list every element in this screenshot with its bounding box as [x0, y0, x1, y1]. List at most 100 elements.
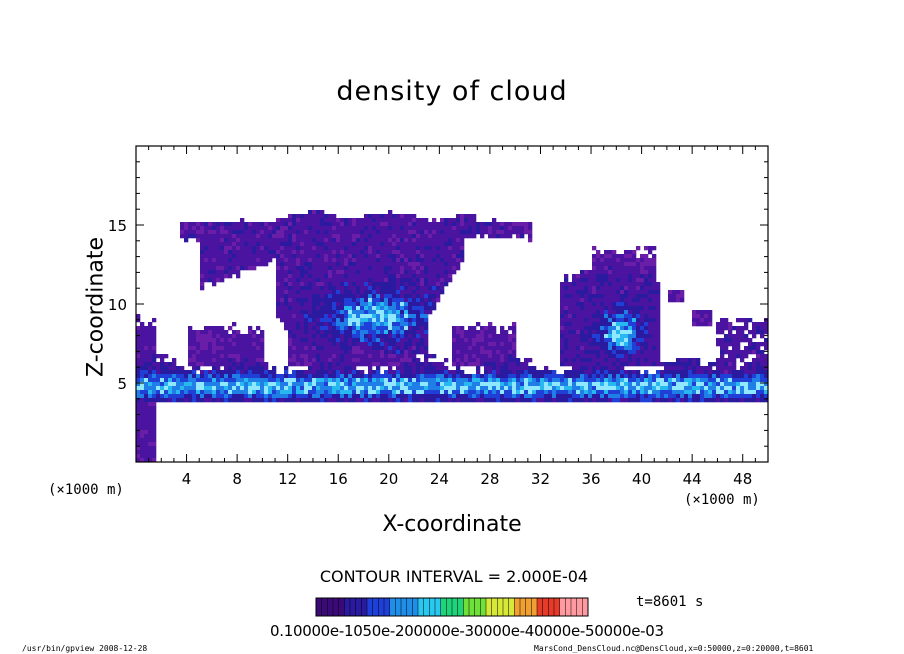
density-cell [280, 266, 285, 271]
colorbar-segment [355, 598, 362, 616]
density-cell [396, 270, 401, 275]
density-cell [448, 246, 453, 251]
density-cell [516, 374, 521, 379]
density-cell [656, 306, 661, 311]
density-cell [236, 330, 241, 335]
density-cell [608, 302, 613, 307]
density-cell [396, 314, 401, 319]
density-cell [316, 342, 321, 347]
density-cell [684, 378, 689, 383]
density-cell [488, 382, 493, 387]
density-cell [604, 394, 609, 399]
density-cell [408, 234, 413, 239]
density-cell [392, 278, 397, 283]
density-cell [404, 238, 409, 243]
density-cell [688, 382, 693, 387]
density-cell [600, 270, 605, 275]
density-cell [324, 306, 329, 311]
density-cell [672, 294, 677, 299]
density-cell [324, 326, 329, 331]
colorbar-segment [537, 598, 544, 616]
density-cell [408, 350, 413, 355]
density-cell [312, 346, 317, 351]
density-cell [604, 342, 609, 347]
density-cell [152, 442, 157, 447]
density-cell [152, 366, 157, 371]
density-cell [636, 282, 641, 287]
density-cell [328, 366, 333, 371]
density-cell [392, 310, 397, 315]
density-cell [660, 390, 665, 395]
density-cell [540, 394, 545, 399]
density-cell [428, 226, 433, 231]
density-cell [640, 266, 645, 271]
density-cell [268, 222, 273, 227]
density-cell [412, 346, 417, 351]
density-cell [316, 218, 321, 223]
density-cell [612, 394, 617, 399]
density-cell [604, 330, 609, 335]
density-cell [536, 386, 541, 391]
density-cell [428, 262, 433, 267]
density-cell [224, 366, 229, 371]
density-cell [500, 362, 505, 367]
density-cell [448, 226, 453, 231]
density-cell [560, 286, 565, 291]
density-cell [584, 378, 589, 383]
density-cell [324, 358, 329, 363]
density-cell [484, 226, 489, 231]
density-cell [356, 338, 361, 343]
density-cell [352, 310, 357, 315]
density-cell [368, 346, 373, 351]
density-cell [264, 398, 269, 403]
density-cell [612, 354, 617, 359]
density-cell [512, 226, 517, 231]
density-cell [380, 358, 385, 363]
density-cell [364, 282, 369, 287]
density-cell [572, 274, 577, 279]
density-cell [412, 218, 417, 223]
density-cell [272, 390, 277, 395]
density-cell [720, 382, 725, 387]
density-cell [360, 362, 365, 367]
density-cell [484, 354, 489, 359]
density-cell [232, 270, 237, 275]
density-cell [556, 378, 561, 383]
density-cell [276, 398, 281, 403]
density-cell [384, 310, 389, 315]
density-cell [340, 346, 345, 351]
density-cell [716, 330, 721, 335]
density-cell [564, 374, 569, 379]
density-cell [484, 350, 489, 355]
density-cell [240, 246, 245, 251]
x-tick-label: 28 [480, 470, 499, 488]
density-cell [376, 346, 381, 351]
density-cell [436, 382, 441, 387]
density-cell [312, 326, 317, 331]
density-cell [328, 294, 333, 299]
density-cell [304, 278, 309, 283]
x-tick-label: 8 [232, 470, 242, 488]
density-cell [240, 354, 245, 359]
density-cell [428, 290, 433, 295]
density-cell [248, 366, 253, 371]
colorbar-segment [520, 598, 527, 616]
density-cell [328, 278, 333, 283]
density-cell [764, 322, 768, 327]
density-cell [600, 314, 605, 319]
density-cell [716, 374, 721, 379]
density-cell [456, 218, 461, 223]
density-cell [432, 254, 437, 259]
density-cell [380, 346, 385, 351]
density-cell [160, 386, 165, 391]
density-cell [492, 234, 497, 239]
density-cell [232, 378, 237, 383]
density-cell [172, 394, 177, 399]
density-cell [292, 214, 297, 219]
density-cell [424, 262, 429, 267]
density-cell [596, 326, 601, 331]
density-cell [560, 318, 565, 323]
density-cell [220, 254, 225, 259]
density-cell [644, 302, 649, 307]
density-cell [284, 242, 289, 247]
